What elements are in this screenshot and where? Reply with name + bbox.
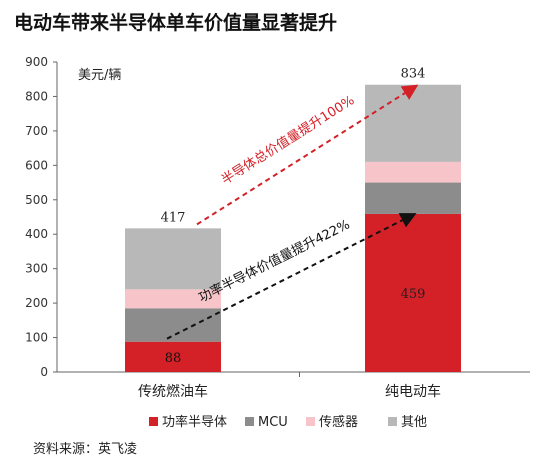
- total-increase-arrow: [196, 84, 419, 226]
- segment-value-label: 88: [165, 351, 182, 366]
- y-tick-label: 100: [25, 331, 48, 345]
- y-tick-label: 700: [25, 124, 48, 138]
- y-tick-label: 0: [40, 365, 48, 379]
- y-tick-label: 400: [25, 227, 48, 241]
- bar-segment: [365, 213, 461, 372]
- legend-swatch: [388, 417, 397, 426]
- bar-segment: [125, 289, 221, 309]
- legend-swatch: [245, 417, 254, 426]
- legend-swatch: [306, 417, 315, 426]
- legend-swatch: [149, 417, 158, 426]
- x-category-label: 纯电动车: [385, 383, 441, 400]
- y-tick-label: 200: [25, 296, 48, 310]
- y-tick-label: 800: [25, 89, 48, 103]
- x-category-label: 传统燃油车: [138, 383, 208, 400]
- legend-label: 其他: [401, 415, 427, 430]
- bar-total-label: 417: [161, 210, 186, 225]
- segment-value-label: 459: [401, 287, 426, 302]
- bar-segment: [125, 228, 221, 290]
- y-tick-label: 300: [25, 262, 48, 276]
- bar-segment: [125, 308, 221, 342]
- y-tick-label: 600: [25, 158, 48, 172]
- power-increase-arrow: [166, 213, 417, 340]
- source-note: 资料来源：英飞凌: [33, 442, 138, 457]
- bar-segment: [125, 341, 221, 372]
- y-tick-label: 500: [25, 193, 48, 207]
- bar-segment: [365, 161, 461, 183]
- legend-label: 功率半导体: [162, 414, 227, 430]
- legend-label: 传感器: [319, 414, 358, 430]
- bar-segment: [365, 182, 461, 214]
- total-increase-label: 半导体总价值量提升100%: [218, 92, 357, 188]
- y-axis-unit-label: 美元/辆: [78, 68, 121, 83]
- y-tick-label: 900: [25, 55, 48, 69]
- chart-title: 电动车带来半导体单车价值量显著提升: [14, 12, 338, 34]
- bar-segment: [365, 84, 461, 162]
- bar-total-label: 834: [401, 67, 426, 82]
- legend-label: MCU: [258, 415, 288, 430]
